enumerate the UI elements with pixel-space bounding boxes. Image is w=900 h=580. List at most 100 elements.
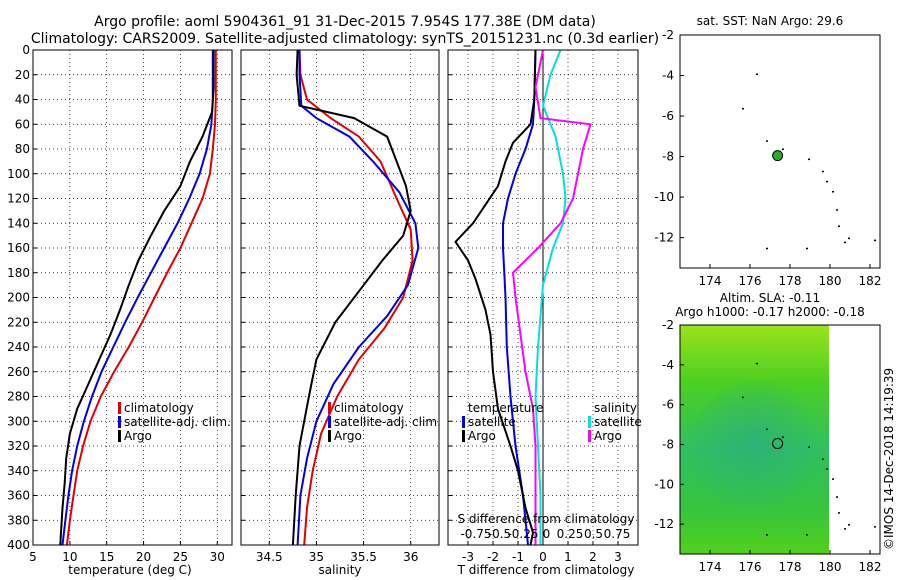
figure-title-line1: Argo profile: aoml 5904361_91 31-Dec-201… xyxy=(94,14,596,30)
map-x-tick-label: 176 xyxy=(739,560,762,574)
x-tick-label: 5 xyxy=(29,550,37,564)
legend-swatch-climatology xyxy=(328,402,331,414)
difference-legend-right: salinity satellite Argo xyxy=(588,401,642,443)
x-tick-label: 30 xyxy=(210,550,225,564)
series-line-argo xyxy=(59,50,215,546)
map-y-tick-label: -2 xyxy=(662,318,674,332)
map-y-tick-label: -10 xyxy=(654,477,674,491)
series-line-temperature-satellite xyxy=(502,49,537,546)
difference-legend-left: temperature satellite Argo xyxy=(462,401,543,443)
temperature-legend-climatology: climatology xyxy=(124,401,194,415)
map-x-tick-label: 174 xyxy=(699,274,722,288)
y-tick-label: 220 xyxy=(7,315,30,329)
legend-swatch-satellite xyxy=(118,416,121,428)
argo-position-marker xyxy=(772,150,784,162)
y-tick-label: 0 xyxy=(22,43,30,57)
temperature-xlabel: temperature (deg C) xyxy=(68,563,191,577)
island-speck xyxy=(848,524,850,526)
island-speck xyxy=(742,396,744,399)
y-tick-label: 240 xyxy=(7,340,30,354)
temperature-legend: climatology satellite-adj. clim. Argo xyxy=(118,401,231,443)
island-speck xyxy=(806,534,808,536)
island-speck xyxy=(832,478,834,480)
island-speck xyxy=(838,512,840,514)
map-y-tick-label: -2 xyxy=(662,28,674,42)
difference-panel-frame xyxy=(447,49,639,546)
island-speck xyxy=(874,239,876,242)
sla-heatmap-low xyxy=(690,380,830,520)
figure-title-line2: Climatology: CARS2009. Satellite-adjuste… xyxy=(31,31,659,47)
island-speck xyxy=(808,446,810,448)
y-tick-label: 160 xyxy=(7,241,30,255)
legend-swatch-argo xyxy=(328,430,331,442)
y-tick-label: 80 xyxy=(15,142,30,156)
x2-tick-label: 0.25 xyxy=(557,527,584,541)
x-tick-label: 25 xyxy=(173,550,188,564)
map-x-tick-label: 182 xyxy=(859,274,882,288)
y-tick-label: 100 xyxy=(7,167,30,181)
salinity-legend: climatology satellite-adj. clim. Argo xyxy=(328,401,441,443)
x2-tick-label: 0 xyxy=(543,527,551,541)
y-tick-label: 380 xyxy=(7,513,30,527)
island-speck xyxy=(822,170,824,173)
series-line-salinity-argo xyxy=(511,49,592,545)
x-tick-label: -1 xyxy=(512,550,524,564)
island-speck xyxy=(766,247,768,250)
x2-tick-label: -0.25 xyxy=(507,527,538,541)
temperature-panel: 5 10 15 20 25 3002040608010012014016018020022… xyxy=(7,43,232,564)
x2-tick-label: -0.75 xyxy=(460,527,491,541)
y-tick-label: 120 xyxy=(7,192,30,206)
y-tick-label: 200 xyxy=(7,291,30,305)
x2-tick-label: 0.5 xyxy=(584,527,603,541)
map-y-tick-label: -8 xyxy=(662,150,674,164)
salinity-legend-argo: Argo xyxy=(334,429,362,443)
map-x-tick-label: 180 xyxy=(819,560,842,574)
difference-x2label: S difference from climatology xyxy=(458,512,635,526)
map-y-tick-label: -12 xyxy=(654,231,674,245)
x-tick-label: 1 xyxy=(564,550,572,564)
legend-swatch-satellite xyxy=(328,416,331,428)
sla-map-frame xyxy=(679,324,881,555)
series-line-salinity-satellite xyxy=(534,49,567,545)
island-speck xyxy=(782,436,784,439)
sla-map: 174 176 178 180 182 -2 -4 -6 -8 -10 -12 xyxy=(654,318,881,574)
island-speck xyxy=(766,140,768,142)
x-tick-label: 15 xyxy=(99,550,114,564)
legend-left-argo: Argo xyxy=(468,429,496,443)
sla-map-title1: Altim. SLA: -0.11 xyxy=(720,291,820,305)
salinity-panel-frame xyxy=(240,49,440,546)
y-tick-label: 360 xyxy=(7,489,30,503)
x-tick-label: 20 xyxy=(136,550,151,564)
x-tick-label: 0 xyxy=(539,550,547,564)
x-tick-label: 36 xyxy=(403,550,418,564)
x-tick-label: 10 xyxy=(62,550,77,564)
y-tick-label: 280 xyxy=(7,390,30,404)
map-y-tick-label: -6 xyxy=(662,109,674,123)
legend-left-title: temperature xyxy=(468,401,543,415)
island-speck xyxy=(766,428,768,431)
island-speck xyxy=(756,73,758,75)
legend-swatch-s-satellite xyxy=(588,416,591,428)
temperature-legend-satellite: satellite-adj. clim. xyxy=(124,415,231,429)
x-tick-label: 3 xyxy=(614,550,622,564)
map-x-tick-label: 178 xyxy=(779,560,802,574)
island-speck xyxy=(838,225,840,227)
island-speck xyxy=(742,107,744,110)
island-speck xyxy=(822,458,824,460)
temperature-legend-argo: Argo xyxy=(124,429,152,443)
imos-credit: ©IMOS 14-Dec-2018 14:19:39 xyxy=(882,368,896,550)
series-line-satellite-adj-clim- xyxy=(296,50,420,546)
island-speck xyxy=(844,241,846,244)
legend-right-title: salinity xyxy=(594,401,637,415)
island-speck xyxy=(826,180,828,183)
map-x-tick-label: 182 xyxy=(859,560,882,574)
x-tick-label: 34.5 xyxy=(256,550,283,564)
y-tick-label: 20 xyxy=(15,68,30,82)
sst-map-title: sat. SST: NaN Argo: 29.6 xyxy=(697,14,844,28)
x2-tick-label: 0.75 xyxy=(604,527,631,541)
difference-xlabel: T difference from climatology xyxy=(457,563,635,577)
island-speck xyxy=(766,534,768,536)
map-x-tick-label: 180 xyxy=(819,274,842,288)
island-speck xyxy=(782,148,784,150)
